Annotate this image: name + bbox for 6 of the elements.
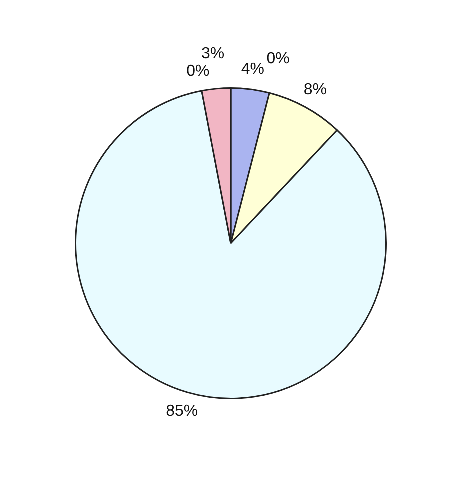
data-label: 4% [241,61,265,78]
data-label: 3% [202,46,225,62]
text: 0% [186,62,210,80]
data-label: 85% [166,403,198,420]
text: 0% [266,50,290,68]
data-label: 8% [304,81,327,98]
